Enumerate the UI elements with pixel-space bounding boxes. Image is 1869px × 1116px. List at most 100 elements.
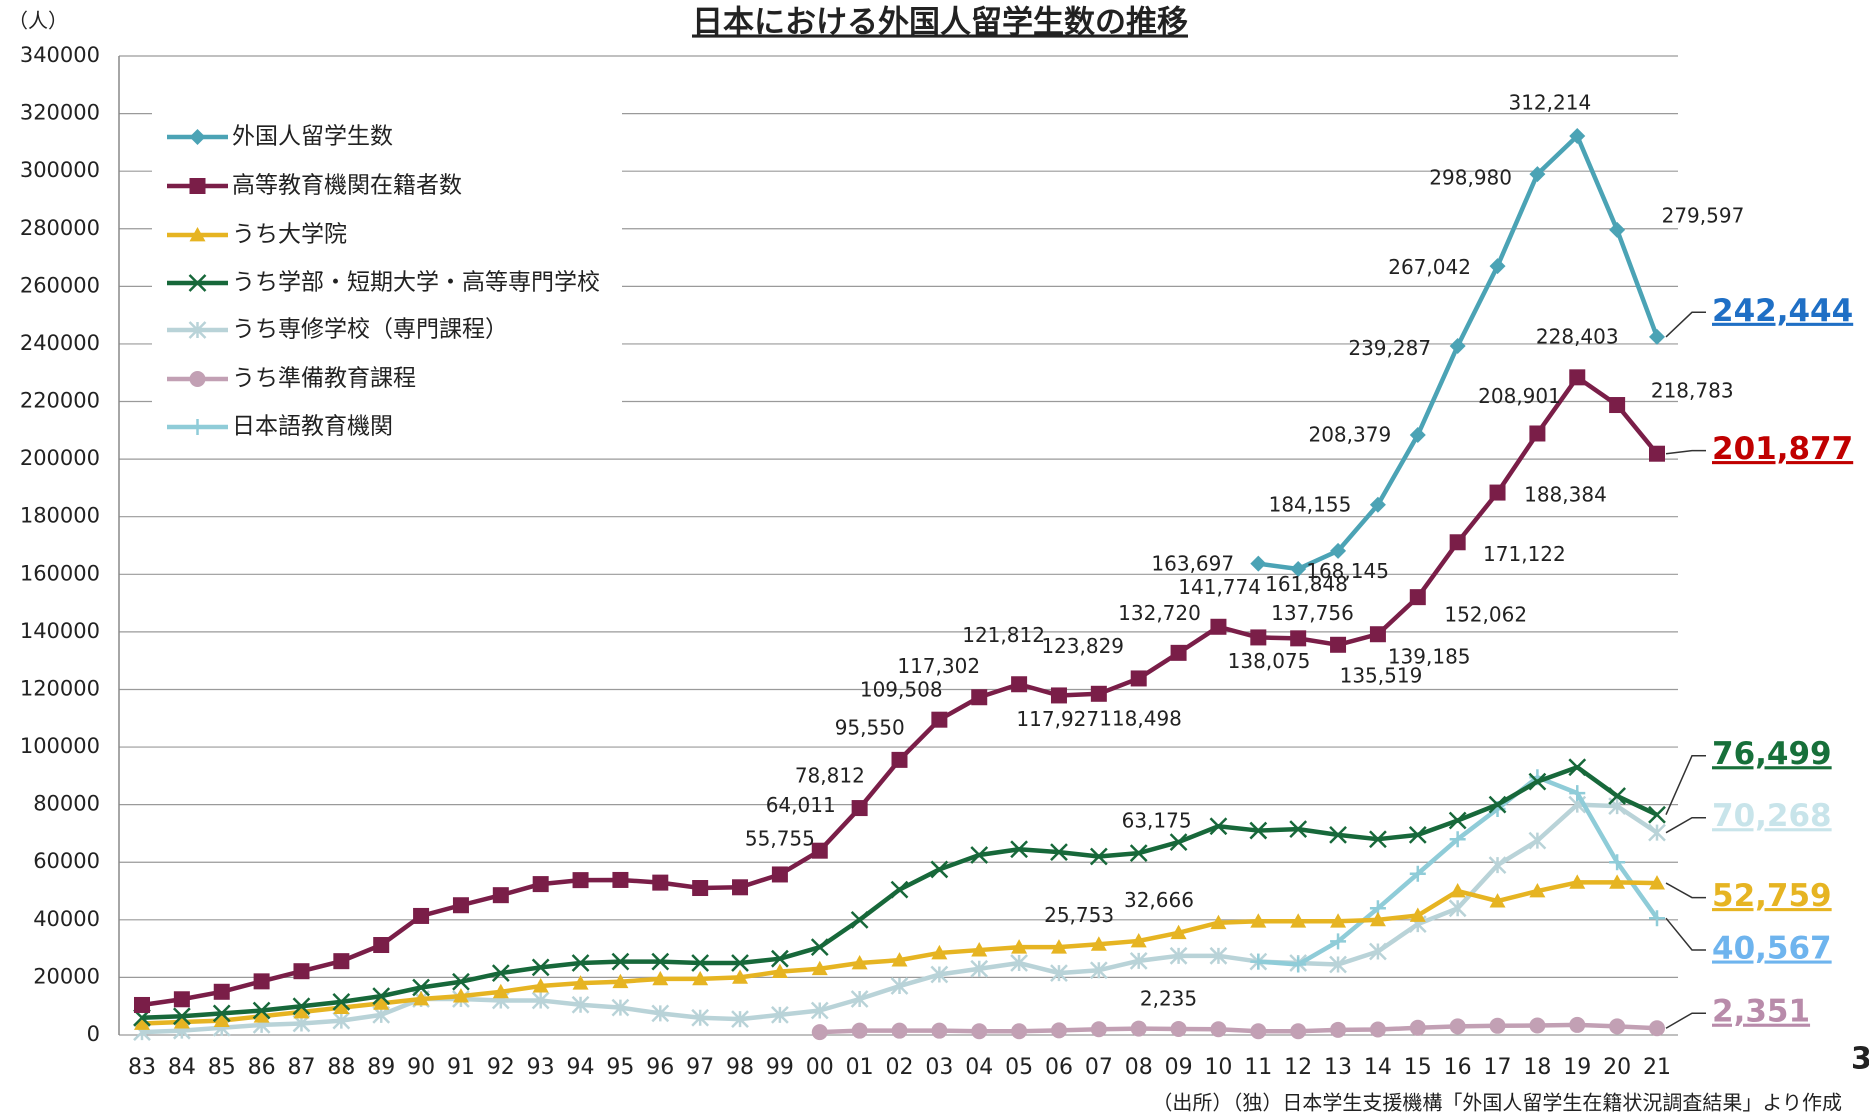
marker xyxy=(1569,369,1586,386)
marker xyxy=(1369,626,1386,643)
y-tick-label: 80000 xyxy=(33,792,100,816)
leader-line xyxy=(1665,754,1706,816)
marker xyxy=(1449,534,1466,551)
x-tick-label: 13 xyxy=(1324,1055,1352,1080)
marker xyxy=(1209,946,1228,965)
marker xyxy=(1369,830,1387,849)
leader-line xyxy=(1665,1012,1706,1029)
marker xyxy=(253,973,270,990)
marker xyxy=(971,1023,988,1040)
marker xyxy=(970,846,989,864)
marker xyxy=(1448,811,1467,830)
x-tick-label: 94 xyxy=(567,1055,595,1080)
y-tick-label: 40000 xyxy=(33,907,100,931)
marker xyxy=(173,991,190,1008)
marker xyxy=(253,1008,270,1023)
marker xyxy=(811,960,828,976)
marker xyxy=(1130,670,1147,687)
marker xyxy=(1649,910,1665,927)
data-label: 218,783 xyxy=(1651,378,1734,402)
x-tick-label: 88 xyxy=(327,1055,355,1080)
marker xyxy=(452,897,469,914)
data-label: 163,697 xyxy=(1151,551,1234,575)
x-tick-label: 19 xyxy=(1563,1055,1591,1080)
source-note: （出所）（独）日本学生支援機構「外国人留学生在籍状況調査結果」より作成 xyxy=(1152,1091,1842,1115)
marker xyxy=(188,321,207,339)
marker xyxy=(1329,955,1347,974)
marker xyxy=(771,963,788,979)
marker xyxy=(850,910,869,929)
marker xyxy=(651,952,670,971)
marker xyxy=(1329,825,1347,844)
marker xyxy=(1369,1021,1386,1038)
marker xyxy=(1050,1022,1067,1039)
marker xyxy=(890,977,909,995)
marker xyxy=(1330,913,1347,928)
marker xyxy=(890,880,909,899)
marker xyxy=(1409,1019,1426,1036)
marker xyxy=(1209,817,1228,836)
marker xyxy=(1050,687,1067,704)
marker xyxy=(811,1024,828,1041)
end-value-label: 2,351 xyxy=(1712,994,1810,1030)
marker xyxy=(1449,1018,1466,1035)
legend-label: 日本語教育機関 xyxy=(232,414,393,440)
leader-line xyxy=(1665,882,1706,899)
marker xyxy=(1010,954,1028,972)
x-tick-label: 10 xyxy=(1204,1055,1232,1080)
data-label: 132,720 xyxy=(1118,601,1201,625)
marker xyxy=(930,965,949,984)
marker xyxy=(532,876,549,893)
x-tick-label: 00 xyxy=(806,1055,834,1080)
marker xyxy=(611,998,630,1017)
marker xyxy=(1330,542,1347,559)
marker xyxy=(810,938,829,957)
data-label: 55,755 xyxy=(745,826,815,850)
marker xyxy=(1609,1018,1626,1035)
marker xyxy=(652,874,669,891)
marker xyxy=(732,879,749,896)
marker xyxy=(189,178,206,194)
marker xyxy=(373,995,390,1010)
end-value-label: 70,268 xyxy=(1712,798,1832,834)
data-label: 117,302 xyxy=(897,654,980,678)
marker xyxy=(1569,785,1586,802)
y-tick-label: 60000 xyxy=(33,849,100,873)
x-tick-label: 14 xyxy=(1364,1055,1392,1080)
marker xyxy=(1488,856,1507,874)
data-label: 139,185 xyxy=(1388,645,1471,669)
data-label: 2,235 xyxy=(1140,986,1197,1010)
marker xyxy=(1169,946,1188,965)
marker xyxy=(134,1015,150,1030)
marker xyxy=(1528,772,1547,791)
y-tick-label: 340000 xyxy=(20,43,100,67)
marker xyxy=(1330,933,1347,950)
end-value-label: 201,877 xyxy=(1712,431,1853,467)
marker xyxy=(1290,956,1307,973)
marker xyxy=(1010,840,1028,859)
marker xyxy=(1449,883,1466,898)
marker xyxy=(851,1022,868,1039)
marker xyxy=(851,955,868,970)
marker xyxy=(1169,833,1188,851)
marker xyxy=(1050,939,1067,954)
data-label: 171,122 xyxy=(1483,542,1566,566)
marker xyxy=(1090,936,1107,951)
marker xyxy=(1011,939,1028,954)
y-tick-label: 300000 xyxy=(20,158,100,182)
marker xyxy=(1488,795,1507,814)
marker xyxy=(1369,496,1386,513)
marker xyxy=(1448,899,1467,918)
marker xyxy=(134,996,150,1013)
x-tick-label: 91 xyxy=(447,1055,475,1080)
y-tick-label: 200000 xyxy=(20,446,100,470)
x-tick-label: 95 xyxy=(606,1055,634,1080)
marker xyxy=(189,371,206,387)
data-label: 239,287 xyxy=(1348,336,1431,360)
x-tick-label: 03 xyxy=(925,1055,953,1080)
marker xyxy=(851,800,868,817)
leader-line xyxy=(1665,311,1706,338)
marker xyxy=(810,1001,829,1020)
marker xyxy=(732,969,749,984)
marker xyxy=(491,964,510,982)
